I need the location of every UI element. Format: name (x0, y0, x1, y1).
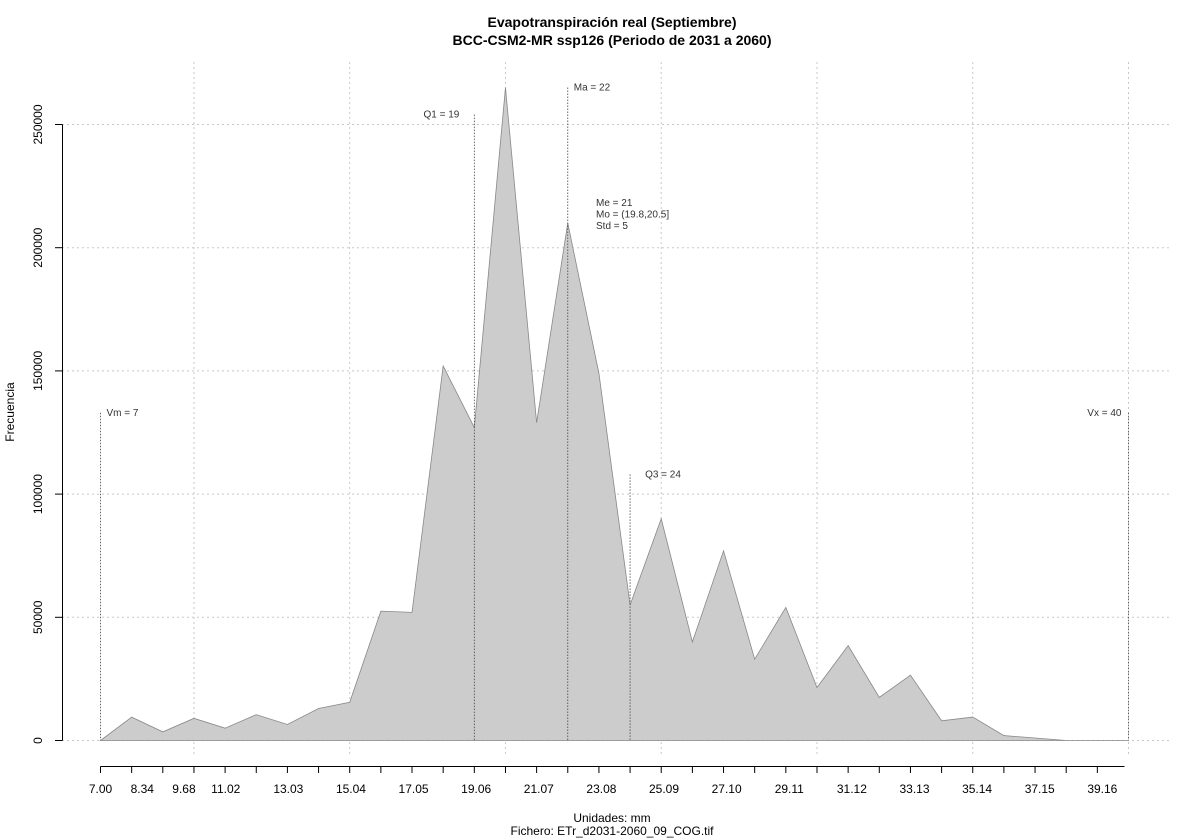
x-tick-label: 19.06 (461, 782, 491, 796)
y-tick-label: 50000 (31, 600, 45, 634)
frequency-area (99, 87, 1129, 741)
marker-label: Q1 = 19 (423, 110, 459, 121)
y-tick-label: 250000 (31, 104, 45, 144)
chart-subtitle: BCC-CSM2-MR ssp126 (Periodo de 2031 a 20… (453, 32, 772, 48)
y-tick-label: 0 (31, 737, 45, 744)
x-tick-label: 13.03 (273, 782, 303, 796)
y-tick-label: 150000 (31, 351, 45, 391)
marker-label: Q3 = 24 (645, 469, 681, 480)
y-axis-label: Frecuencia (3, 382, 17, 442)
x-axis: 7.00 8.34 9.68 11.02 13.03 15.04 17.05 19.06 21.… (89, 766, 1125, 796)
chart-title: Evapotranspiración real (Septiembre) (488, 14, 737, 30)
statistic-label: Std = 5 (596, 221, 628, 232)
marker-label: Vx = 40 (1087, 408, 1122, 419)
statistic-markers: Vm = 7 Q1 = 19 Ma = 22 Q3 = 24 Vx = 40 (100, 83, 1129, 741)
x-tick-label: 31.12 (837, 782, 867, 796)
x-tick-label: 8.34 (131, 782, 155, 796)
x-tick-label: 29.11 (775, 782, 804, 796)
x-tick-label: 27.10 (712, 782, 742, 796)
statistic-label: Mo = (19.8,20.5] (596, 210, 669, 221)
x-axis-label: Unidades: mm (573, 811, 650, 825)
y-axis: 0 50000 100000 150000 200000 250000 (31, 104, 63, 744)
x-tick-label: 17.05 (399, 782, 429, 796)
x-tick-label: 9.68 (172, 782, 196, 796)
statistic-label: Me = 21 (596, 198, 633, 209)
x-tick-label: 7.00 (89, 782, 113, 796)
marker-label: Vm = 7 (107, 408, 139, 419)
x-tick-label: 11.02 (211, 782, 240, 796)
file-footer: Fichero: ETr_d2031-2060_09_COG.tif (511, 824, 715, 838)
y-tick-label: 200000 (31, 227, 45, 267)
y-tick-label: 100000 (31, 474, 45, 514)
x-tick-label: 39.16 (1087, 782, 1117, 796)
x-tick-label: 25.09 (649, 782, 679, 796)
x-tick-label: 15.04 (336, 782, 366, 796)
marker-label: Ma = 22 (574, 83, 611, 94)
x-tick-label: 35.14 (962, 782, 992, 796)
frequency-area-fill (99, 87, 1129, 741)
x-tick-label: 23.08 (586, 782, 616, 796)
x-tick-label: 33.13 (899, 782, 929, 796)
x-tick-label: 21.07 (524, 782, 554, 796)
x-tick-label: 37.15 (1025, 782, 1055, 796)
